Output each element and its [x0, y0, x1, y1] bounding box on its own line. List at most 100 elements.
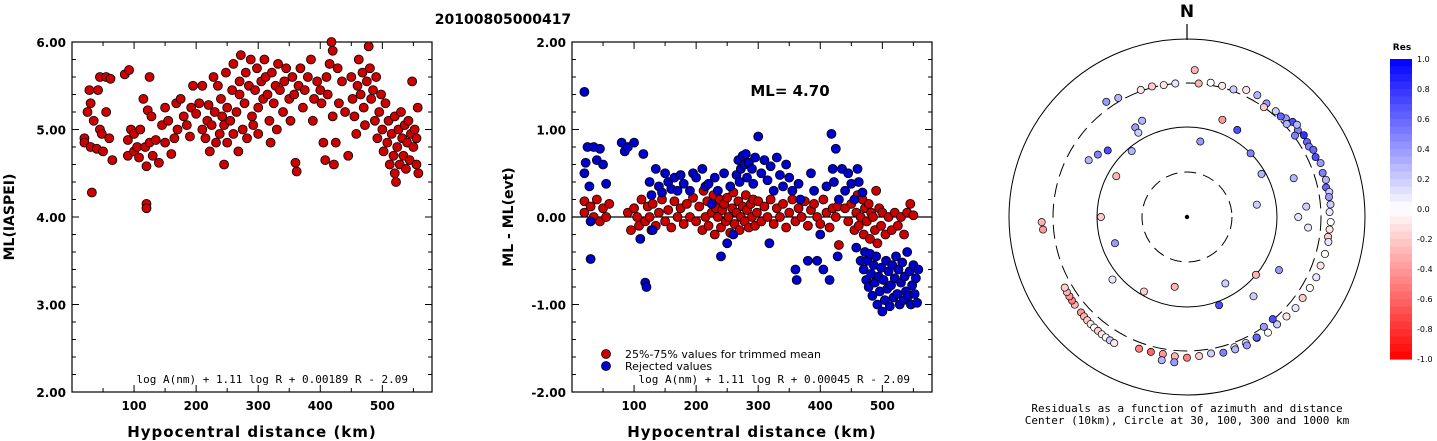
legend-rejected-marker [601, 361, 611, 371]
data-point [343, 150, 354, 161]
data-point [404, 155, 415, 166]
data-point [332, 63, 343, 74]
colorbar-segment [1390, 306, 1412, 315]
data-point [401, 163, 411, 174]
rejected-data-point [647, 225, 658, 236]
residual-point [1253, 91, 1262, 100]
residual-point [1294, 213, 1303, 221]
data-point [132, 142, 143, 152]
data-point [228, 128, 239, 139]
used-data-point [868, 212, 878, 222]
rejected-data-point [740, 149, 751, 159]
rejected-data-point [892, 289, 903, 299]
rejected-data-point [853, 177, 864, 187]
data-point [209, 107, 220, 117]
rejected-data-point [912, 297, 923, 308]
legend-rejected-label: Rejected values [625, 360, 712, 373]
data-point [163, 115, 174, 126]
used-data-point [669, 196, 680, 207]
data-point [197, 80, 208, 91]
data-point [197, 124, 208, 135]
colorbar-segment [1390, 216, 1412, 225]
data-point [368, 85, 378, 96]
rejected-data-point [579, 168, 590, 179]
data-point [411, 133, 422, 144]
residual-point [1257, 170, 1266, 178]
data-point [98, 146, 108, 157]
colorbar-segment [1390, 89, 1412, 98]
y-tick-label: 1.00 [536, 124, 566, 138]
data-point [86, 187, 97, 198]
data-point [353, 54, 364, 65]
colorbar-segment [1390, 81, 1412, 90]
residual-point [1299, 131, 1308, 140]
used-data-point [636, 194, 647, 205]
data-point [227, 85, 238, 96]
caption-line-2: Center (10km), Circle at 30, 100, 300 an… [1025, 414, 1350, 427]
data-point [333, 98, 344, 109]
colorbar: 1.0 0.8 0.6 0.4 0.2 0.0 -0.2 -0.4 -0.6 -0.8 -1.0 [1390, 55, 1433, 364]
data-point [147, 150, 158, 161]
residual-point [1170, 282, 1179, 291]
y-tick-label: 5.00 [36, 124, 66, 138]
used-data-point [681, 198, 692, 209]
data-point [357, 67, 368, 78]
residual-point [1242, 86, 1251, 94]
rejected-data-point [703, 178, 714, 189]
rejected-data-point [778, 181, 788, 192]
used-data-point [853, 220, 864, 231]
residual-point [1127, 147, 1136, 156]
x-tick-label: 300 [246, 399, 271, 413]
residual-point [1195, 352, 1204, 361]
data-point [222, 102, 233, 113]
x-tick-label: 200 [184, 399, 209, 413]
data-point [228, 58, 239, 69]
data-point [231, 107, 242, 117]
data-point [287, 72, 298, 82]
used-data-point [740, 190, 751, 201]
data-point [322, 89, 333, 100]
residual-point [1135, 344, 1144, 353]
data-point [242, 133, 252, 144]
rejected-data-point [793, 178, 804, 189]
data-point [411, 159, 422, 170]
rejected-data-point [580, 157, 591, 168]
data-point [289, 89, 300, 100]
data-point [107, 155, 118, 166]
data-point [85, 98, 96, 109]
formula-text: log A(nm) + 1.11 log R + 0.00189 R - 2.0… [136, 373, 408, 386]
data-point [122, 135, 133, 145]
residual-point [1190, 66, 1199, 74]
rejected-data-point [765, 161, 776, 172]
colorbar-tick-label: 0.0 [1417, 205, 1430, 214]
rejected-data-point [852, 163, 863, 174]
residual-point [1273, 320, 1282, 329]
rejected-data-point [795, 194, 806, 205]
data-point [346, 72, 357, 82]
colorbar-tick-label: 0.8 [1417, 85, 1430, 94]
colorbar-segment [1390, 321, 1412, 330]
figure-title: 20100805000417 [435, 12, 571, 28]
data-point [225, 115, 236, 126]
rejected-data-point [784, 172, 795, 183]
rejected-data-point [829, 177, 839, 187]
data-point [175, 93, 186, 104]
data-point [295, 63, 306, 74]
colorbar-segment [1390, 111, 1412, 120]
residual-point [1325, 208, 1334, 216]
data-point [309, 93, 319, 104]
data-point [318, 137, 329, 148]
colorbar-segment [1390, 171, 1412, 180]
y-tick-label: 6.00 [36, 36, 66, 50]
used-data-point [784, 207, 795, 218]
residual-point [1037, 218, 1046, 227]
rejected-data-point [781, 159, 792, 170]
rejected-data-point [768, 185, 779, 196]
data-points [1037, 66, 1335, 367]
residual-point [1304, 223, 1313, 232]
data-point [413, 168, 424, 179]
data-point [240, 67, 251, 78]
rejected-data-point [787, 185, 798, 196]
colorbar-segment [1390, 299, 1412, 308]
data-point [266, 67, 277, 78]
